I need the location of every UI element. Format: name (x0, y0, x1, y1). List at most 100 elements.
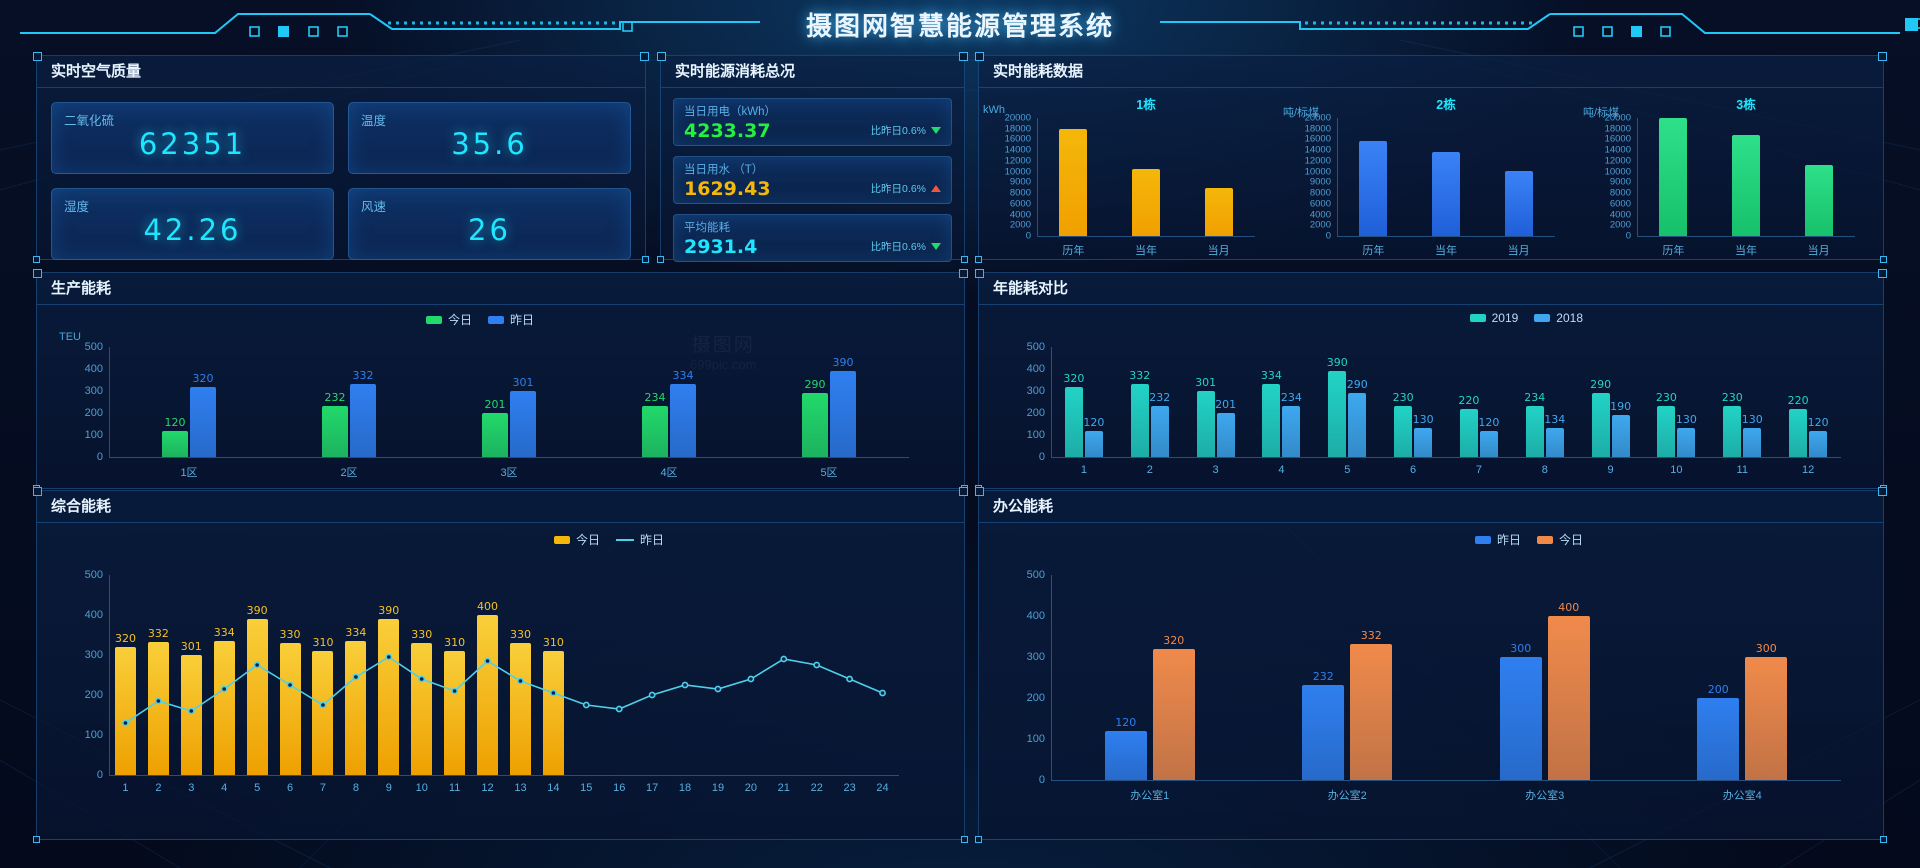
chart-bar[interactable] (1064, 386, 1083, 457)
chart-bar[interactable] (482, 412, 508, 457)
legend-item[interactable]: 2019 (1469, 311, 1518, 325)
legend-item[interactable]: 昨日 (615, 531, 664, 548)
comprehensive-energy-chart[interactable]: 0 100 200 300 400 500 今日 昨日 320 1 332 2 301 3 334 4 390 5… (37, 523, 964, 840)
chart-bar[interactable] (1152, 648, 1195, 780)
chart-bar[interactable] (1499, 657, 1542, 780)
chart-bar[interactable] (1196, 390, 1215, 457)
x-axis-tick: 4区 (660, 467, 678, 479)
chart-bar[interactable] (1204, 187, 1233, 236)
annual-comparison-chart[interactable]: 0 100 200 300 400 500 2019 2018 320 120 1 332 232 2 30… (979, 305, 1883, 489)
legend-swatch (553, 535, 570, 544)
chart-bar[interactable] (477, 615, 499, 775)
chart-bar[interactable] (213, 641, 235, 775)
chart-bar[interactable] (1804, 164, 1833, 236)
chart-bar[interactable] (1262, 383, 1281, 457)
chart-bar[interactable] (670, 383, 696, 457)
chart-bar[interactable] (1657, 406, 1676, 457)
chart-bar[interactable] (1745, 657, 1788, 780)
chart-bar[interactable] (542, 651, 564, 775)
y-axis-tick: 0 (1038, 451, 1045, 463)
chart-bar[interactable] (1525, 405, 1544, 457)
chart-bar[interactable] (830, 371, 856, 457)
legend-item[interactable]: 昨日 (1474, 531, 1521, 548)
y-axis-tick: 400 (1026, 363, 1045, 375)
bar-value-label: 320 (1063, 371, 1085, 385)
chart-bar[interactable] (509, 643, 531, 775)
chart-bar[interactable] (322, 405, 348, 457)
bar-value-label: 400 (477, 600, 499, 613)
chart-bar[interactable] (1545, 427, 1564, 457)
chart-bar[interactable] (1130, 383, 1149, 457)
chart-bar[interactable] (1743, 428, 1762, 457)
legend-item[interactable]: 今日 (425, 311, 472, 328)
chart-bar[interactable] (1732, 135, 1760, 236)
aq-card-so2[interactable]: 二氧化硫 62351 (51, 102, 334, 174)
legend-label: 昨日 (639, 533, 664, 547)
chart-bar[interactable] (246, 619, 268, 775)
legend-item[interactable]: 昨日 (487, 311, 534, 328)
chart-bar[interactable] (1697, 698, 1740, 780)
chart-bar[interactable] (1677, 428, 1696, 457)
chart-bar[interactable] (1723, 406, 1742, 457)
chart-bar[interactable] (147, 642, 169, 775)
chart-bar[interactable] (1414, 428, 1433, 457)
chart-bar[interactable] (1328, 371, 1347, 457)
chart-bar[interactable] (350, 383, 376, 457)
panel-production-energy: 生产能耗 0 100 200 300 400 500 TEU 今日 昨日 120 320 1区 232 3… (33, 269, 968, 492)
energy-summary-row[interactable]: 当日用水 （T） 1629.43 比昨日0.6% (673, 156, 952, 204)
chart-bar[interactable] (1104, 730, 1147, 780)
y-axis-tick: 14000 (1004, 144, 1031, 156)
chart-bar[interactable] (802, 393, 828, 457)
chart-bar[interactable] (1432, 152, 1460, 236)
chart-bar[interactable] (1611, 415, 1630, 457)
energy-summary-row[interactable]: 平均能耗 2931.4 比昨日0.6% (673, 214, 952, 262)
chart-bar[interactable] (114, 647, 136, 775)
es-comparison-text: 比昨日0.6% (870, 183, 926, 195)
chart-bar[interactable] (345, 641, 367, 775)
legend-item[interactable]: 2018 (1534, 311, 1583, 325)
chart-bar[interactable] (1359, 140, 1388, 236)
chart-bar[interactable] (1350, 643, 1393, 780)
production-chart[interactable]: 0 100 200 300 400 500 TEU 今日 昨日 120 320 1区 232 332 2区 2… (37, 305, 964, 489)
chart-bar[interactable] (1547, 616, 1590, 780)
mini-chart-title: 3栋 (1736, 98, 1756, 112)
chart-bar[interactable] (1459, 408, 1478, 457)
y-axis-tick: 2000 (1009, 219, 1031, 231)
legend-label: 2018 (1556, 311, 1583, 325)
chart-bar[interactable] (1150, 405, 1169, 457)
chart-bar[interactable] (1504, 170, 1533, 236)
chart-bar[interactable] (162, 430, 188, 457)
legend-item[interactable]: 今日 (553, 531, 600, 548)
office-energy-chart[interactable]: 0 100 200 300 400 500 昨日 今日 120 320 办公室1 232 332 办公室2… (979, 523, 1883, 840)
chart-bar[interactable] (312, 651, 334, 775)
chart-bar[interactable] (1789, 408, 1808, 457)
chart-bar[interactable] (411, 643, 433, 775)
chart-bar[interactable] (1348, 393, 1367, 457)
chart-bar[interactable] (642, 405, 668, 457)
chart-bar[interactable] (1809, 430, 1828, 457)
energy-summary-row[interactable]: 当日用电（kWh） 4233.37 比昨日0.6% (673, 98, 952, 146)
chart-bar[interactable] (444, 651, 466, 775)
chart-bar[interactable] (1132, 169, 1160, 236)
chart-bar[interactable] (378, 619, 400, 775)
bar-value-label: 332 (1360, 628, 1382, 642)
chart-bar[interactable] (180, 654, 202, 775)
chart-bar[interactable] (190, 386, 216, 457)
chart-bar[interactable] (510, 390, 536, 457)
chart-bar[interactable] (1282, 405, 1301, 457)
chart-bar[interactable] (1302, 684, 1345, 780)
aq-card-temperature[interactable]: 温度 35.6 (348, 102, 631, 174)
y-axis-tick: 10000 (1604, 166, 1631, 178)
legend-item[interactable]: 今日 (1536, 531, 1583, 548)
chart-bar[interactable] (1591, 393, 1610, 457)
chart-bar[interactable] (279, 643, 301, 775)
chart-bar[interactable] (1084, 430, 1103, 457)
chart-bar[interactable] (1216, 412, 1235, 457)
aq-card-windspeed[interactable]: 风速 26 (348, 188, 631, 260)
chart-bar[interactable] (1394, 406, 1413, 457)
chart-bar[interactable] (1059, 128, 1088, 236)
y-axis-tick: 200 (84, 407, 103, 419)
aq-card-humidity[interactable]: 湿度 42.26 (51, 188, 334, 260)
chart-bar[interactable] (1479, 430, 1498, 457)
chart-bar[interactable] (1659, 118, 1688, 236)
